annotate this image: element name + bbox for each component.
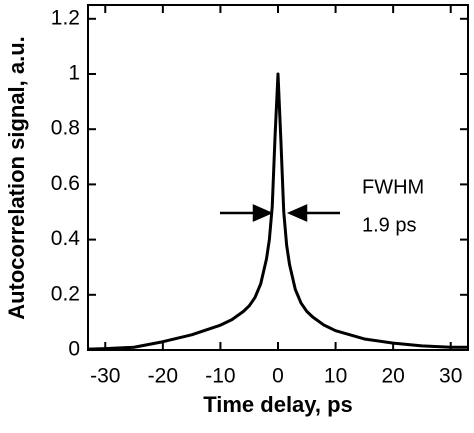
y-tick-label: 0.8 <box>51 117 80 140</box>
fwhm-arrows <box>220 204 340 222</box>
x-tick-label: 0 <box>272 365 284 388</box>
x-tick-label: 30 <box>439 365 462 388</box>
y-tick-label: 0 <box>68 338 80 361</box>
annotation: FWHM <box>362 176 424 198</box>
x-axis-title: Time delay, ps <box>203 392 353 417</box>
arrow-head <box>286 204 308 222</box>
y-tick-label: 1 <box>68 62 80 85</box>
x-tick-label: 10 <box>324 365 347 388</box>
y-tick-label: 0.4 <box>51 227 81 250</box>
y-tick-label: 1.2 <box>51 6 80 29</box>
x-tick-label: 20 <box>381 365 404 388</box>
arrow-head <box>252 204 274 222</box>
x-tick-label: -20 <box>148 365 178 388</box>
x-tick-label: -30 <box>90 365 120 388</box>
y-tick-label: 0.2 <box>51 282 80 305</box>
y-tick-label: 0.6 <box>51 172 80 195</box>
x-tick-label: -10 <box>205 365 235 388</box>
data-line <box>87 72 468 351</box>
annotation: 1.9 ps <box>362 214 416 236</box>
y-axis-title: Autocorrelation signal, a.u. <box>4 36 29 320</box>
